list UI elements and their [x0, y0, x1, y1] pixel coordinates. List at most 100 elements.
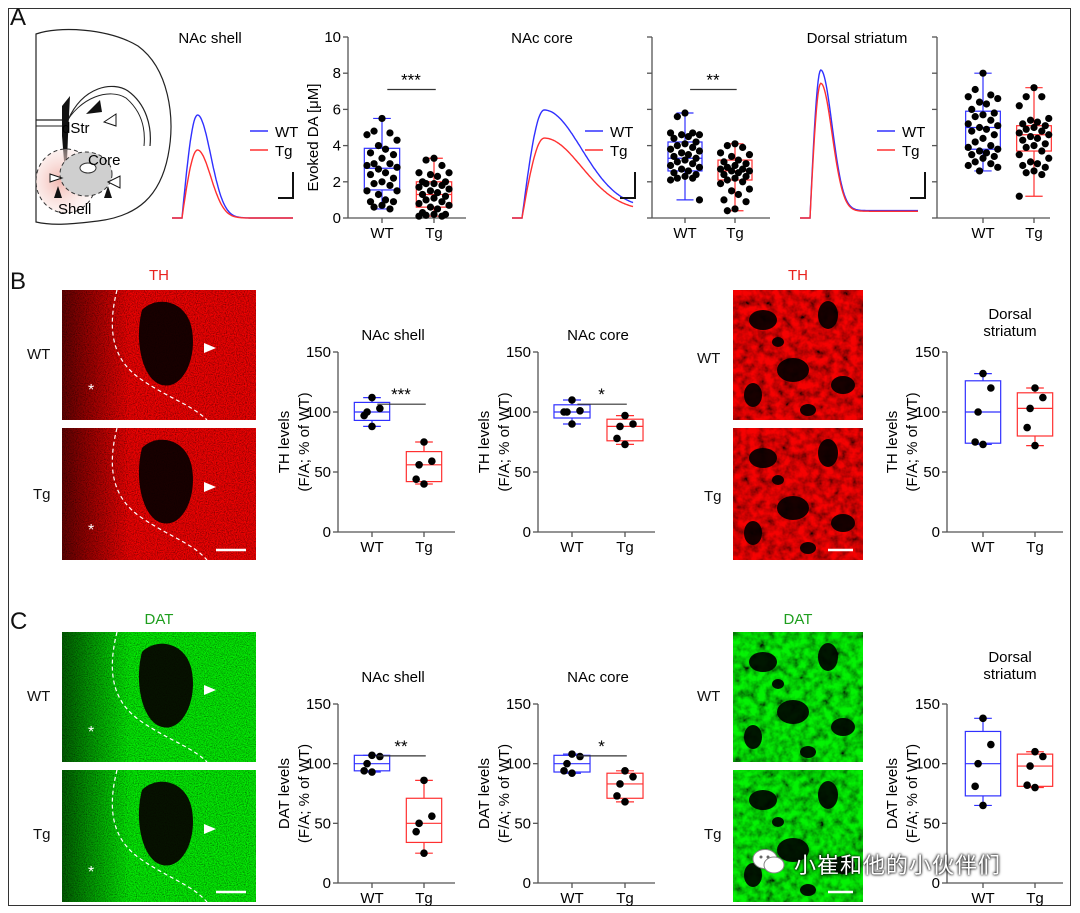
data-point-tg: [731, 205, 739, 213]
y-tick-label: 100: [506, 756, 531, 773]
data-point-tg: [420, 849, 428, 857]
row-label-b-wt: WT: [27, 346, 51, 363]
y-tick-label: 8: [333, 65, 341, 82]
data-point-tg: [433, 172, 442, 180]
data-point-wt: [979, 154, 987, 162]
data-point-wt: [673, 142, 681, 150]
data-point-tg: [415, 461, 423, 469]
data-point-tg: [745, 151, 754, 159]
data-point-tg: [1038, 93, 1046, 101]
data-point-wt: [684, 132, 693, 141]
data-point-wt: [979, 111, 987, 119]
x-tick-label: WT: [360, 539, 383, 556]
data-point-wt: [363, 187, 371, 195]
data-point-wt: [975, 98, 984, 106]
data-point-wt: [990, 152, 998, 161]
data-point-wt: [366, 149, 375, 157]
data-point-tg: [716, 149, 725, 157]
y-axis-label: TH levels: [884, 411, 901, 474]
data-point-tg: [1019, 161, 1027, 170]
data-point-wt: [971, 85, 979, 94]
data-point-tg: [420, 480, 428, 488]
y-tick-label: 150: [915, 344, 940, 361]
data-point-tg: [430, 194, 438, 202]
data-point-wt: [368, 393, 376, 402]
data-point-tg: [1026, 762, 1034, 770]
data-point-tg: [418, 190, 427, 199]
data-point-wt: [971, 138, 979, 146]
x-tick-label: WT: [560, 890, 583, 907]
box-chart-b-4: 0 50 100 150 WT Tg TH levels (F/A; % of WT) NAc …: [476, 327, 655, 556]
chart-title: Dorsal: [988, 649, 1031, 666]
svg-text:*: *: [88, 724, 94, 741]
chart-title: NAc core: [567, 669, 629, 686]
data-point-wt: [990, 109, 998, 117]
data-point-tg: [422, 196, 430, 204]
data-point-tg: [723, 142, 731, 150]
data-point-wt: [971, 782, 979, 791]
data-point-tg: [1031, 384, 1039, 392]
legend-label-tg: Tg: [610, 143, 628, 160]
x-tick-label: Tg: [415, 539, 433, 556]
data-point-tg: [616, 422, 624, 431]
data-point-tg: [433, 205, 442, 213]
data-point-tg: [1026, 116, 1035, 124]
data-point-tg: [742, 198, 750, 206]
data-point-wt: [376, 404, 384, 413]
data-point-wt: [393, 136, 401, 144]
data-point-wt: [374, 142, 383, 150]
data-point-tg: [720, 196, 728, 204]
data-point-tg: [1031, 783, 1039, 792]
data-point-wt: [368, 422, 376, 431]
figure-frame: [8, 8, 1071, 906]
y-tick-label: 50: [314, 464, 331, 481]
y-axis-label: (F/A; % of WT): [904, 744, 921, 843]
data-point-tg: [1015, 192, 1023, 200]
chart-title: NAc shell: [361, 327, 424, 344]
label-shell: Shell: [58, 201, 91, 218]
chart-title: NAc core: [567, 327, 629, 344]
data-point-tg: [1019, 136, 1027, 144]
data-point-tg: [445, 169, 453, 177]
data-point-wt: [964, 143, 972, 152]
data-point-wt: [370, 180, 378, 188]
data-point-wt: [360, 767, 368, 775]
data-point-tg: [1015, 151, 1023, 159]
trace-line-tg: [172, 149, 293, 219]
box-tg: [606, 772, 644, 799]
data-point-wt: [968, 105, 976, 113]
data-point-tg: [1045, 114, 1053, 123]
data-point-tg: [1038, 127, 1046, 135]
data-point-wt: [692, 138, 700, 146]
data-point-tg: [1022, 143, 1030, 152]
data-point-wt: [378, 114, 386, 123]
box-tg: [1016, 753, 1054, 787]
box-chart-a-1: WT Tg **: [647, 36, 770, 242]
data-point-tg: [731, 140, 739, 148]
y-tick-label: 100: [306, 404, 331, 421]
data-point-wt: [987, 160, 995, 168]
data-point-tg: [1030, 123, 1038, 132]
data-point-tg: [1030, 167, 1038, 175]
data-point-wt: [974, 759, 982, 768]
data-point-tg: [742, 160, 750, 168]
y-axis-label: TH levels: [276, 411, 293, 474]
y-tick-label: 100: [915, 756, 940, 773]
data-point-tg: [1045, 154, 1053, 162]
y-tick-label: 0: [932, 524, 940, 541]
data-point-tg: [1038, 147, 1046, 155]
wechat-icon: [752, 849, 785, 874]
data-point-tg: [734, 156, 743, 164]
trace-title: Dorsal striatum: [807, 30, 908, 47]
chart-title: Dorsal: [988, 306, 1031, 323]
th-micrograph-dorsal-striatum-tg: [733, 428, 863, 560]
data-point-tg: [621, 411, 629, 420]
data-point-wt: [974, 408, 982, 416]
x-tick-label: WT: [673, 225, 696, 242]
significance-label: *: [598, 385, 605, 404]
data-point-tg: [1030, 142, 1038, 150]
data-point-wt: [971, 158, 979, 166]
box-tg: [606, 418, 644, 442]
trace-title: NAc shell: [178, 30, 241, 47]
data-point-wt: [370, 160, 378, 168]
